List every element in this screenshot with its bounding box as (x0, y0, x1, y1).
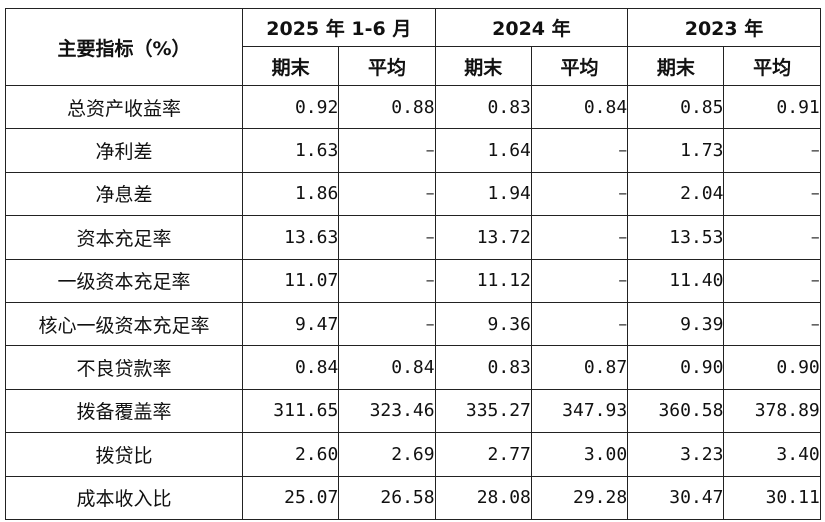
value-cell: 28.08 (434, 475, 532, 520)
value-cell: – (530, 258, 629, 303)
row-label: 成本收入比 (5, 475, 243, 520)
value-cell: 9.47 (241, 301, 340, 347)
period-header-2024: 2024 年 (434, 8, 629, 47)
value-cell: – (723, 215, 821, 260)
value-cell: – (530, 171, 629, 217)
value-cell: 26.58 (338, 475, 436, 520)
subheader-period-end: 期末 (627, 46, 725, 86)
value-cell: 323.46 (338, 388, 436, 434)
period-header-2023: 2023 年 (627, 8, 821, 47)
value-cell: – (530, 215, 629, 260)
row-label: 资本充足率 (5, 215, 243, 260)
value-cell: 1.73 (627, 128, 725, 173)
subheader-average: 平均 (530, 46, 629, 86)
subheader-period-end: 期末 (434, 46, 532, 86)
value-cell: 378.89 (723, 388, 821, 434)
value-cell: 30.11 (723, 475, 821, 520)
value-cell: 335.27 (434, 388, 532, 434)
corner-header: 主要指标（%） (5, 8, 243, 86)
value-cell: – (723, 258, 821, 303)
value-cell: 1.63 (241, 128, 340, 173)
value-cell: 29.28 (530, 475, 629, 520)
value-cell: – (338, 301, 436, 347)
value-cell: 2.69 (338, 432, 436, 477)
value-cell: 0.83 (434, 345, 532, 390)
value-cell: 30.47 (627, 475, 725, 520)
value-cell: 0.83 (434, 84, 532, 130)
subheader-average: 平均 (338, 46, 436, 86)
period-header-2025h1: 2025 年 1-6 月 (242, 8, 436, 47)
value-cell: 1.64 (434, 128, 532, 173)
value-cell: 0.90 (627, 345, 725, 390)
value-cell: 3.23 (627, 432, 725, 477)
value-cell: – (338, 215, 436, 260)
subheader-average: 平均 (723, 46, 821, 86)
table-row: 总资产收益率 0.92 0.88 0.83 0.84 0.85 0.91 (5, 84, 821, 130)
value-cell: 2.77 (434, 432, 532, 477)
table-row: 拨备覆盖率 311.65 323.46 335.27 347.93 360.58 378.8… (5, 388, 821, 434)
value-cell: – (338, 128, 436, 173)
table-row: 拨贷比 2.60 2.69 2.77 3.00 3.23 3.40 (5, 432, 821, 477)
subheader-period-end: 期末 (241, 46, 340, 86)
value-cell: 13.72 (434, 215, 532, 260)
row-label: 一级资本充足率 (5, 258, 243, 303)
value-cell: – (530, 301, 629, 347)
table-row: 资本充足率 13.63–13.72–13.53– (5, 215, 821, 260)
value-cell: 0.85 (627, 84, 725, 130)
value-cell: – (723, 128, 821, 173)
value-cell: 3.40 (723, 432, 821, 477)
row-label: 拨备覆盖率 (5, 388, 243, 434)
value-cell: 0.92 (241, 84, 340, 130)
value-cell: 3.00 (530, 432, 629, 477)
row-label: 净利差 (5, 128, 243, 173)
value-cell: 9.36 (434, 301, 532, 347)
table-row: 核心一级资本充足率 9.47–9.36–9.39– (5, 301, 821, 347)
table-row: 不良贷款率 0.84 0.84 0.83 0.87 0.90 0.90 (5, 345, 821, 390)
row-label: 总资产收益率 (5, 84, 243, 130)
value-cell: 347.93 (530, 388, 629, 434)
value-cell: 1.86 (241, 171, 340, 217)
value-cell: 360.58 (627, 388, 725, 434)
value-cell: – (723, 301, 821, 347)
table-body: 总资产收益率 0.92 0.88 0.83 0.84 0.85 0.91 净利差 1.63–1.… (5, 84, 821, 520)
value-cell: 2.60 (241, 432, 340, 477)
value-cell: 11.12 (434, 258, 532, 303)
header-row-periods: 主要指标（%） 2025 年 1-6 月 2024 年 2023 年 (5, 8, 821, 86)
table-row: 一级资本充足率 11.07–11.12–11.40– (5, 258, 821, 303)
value-cell: 13.63 (241, 215, 340, 260)
value-cell: 25.07 (241, 475, 340, 520)
value-cell: 1.94 (434, 171, 532, 217)
value-cell: 0.84 (530, 84, 629, 130)
value-cell: 11.40 (627, 258, 725, 303)
value-cell: – (530, 128, 629, 173)
value-cell: – (338, 258, 436, 303)
value-cell: – (338, 171, 436, 217)
value-cell: 11.07 (241, 258, 340, 303)
header-row-subcolumns: 期末 平均 期末 平均 期末 平均 (6, 46, 821, 86)
key-indicators-table: 主要指标（%） 2025 年 1-6 月 2024 年 2023 年 期末 平均… (5, 8, 821, 520)
table-row: 净利差 1.63–1.64–1.73– (5, 128, 821, 173)
value-cell: 0.91 (723, 84, 821, 130)
value-cell: 0.88 (338, 84, 436, 130)
value-cell: 0.84 (338, 345, 436, 390)
value-cell: – (723, 171, 821, 217)
row-label: 核心一级资本充足率 (5, 301, 243, 347)
value-cell: 0.84 (241, 345, 340, 390)
value-cell: 9.39 (627, 301, 725, 347)
row-label: 净息差 (5, 171, 243, 217)
value-cell: 311.65 (241, 388, 340, 434)
value-cell: 13.53 (627, 215, 725, 260)
row-label: 不良贷款率 (5, 345, 243, 390)
value-cell: 2.04 (627, 171, 725, 217)
table-row: 净息差 1.86–1.94–2.04– (5, 171, 821, 217)
value-cell: 0.87 (530, 345, 629, 390)
value-cell: 0.90 (723, 345, 821, 390)
row-label: 拨贷比 (5, 432, 243, 477)
table-row: 成本收入比 25.07 26.58 28.08 29.28 30.47 30.11 (5, 475, 821, 520)
